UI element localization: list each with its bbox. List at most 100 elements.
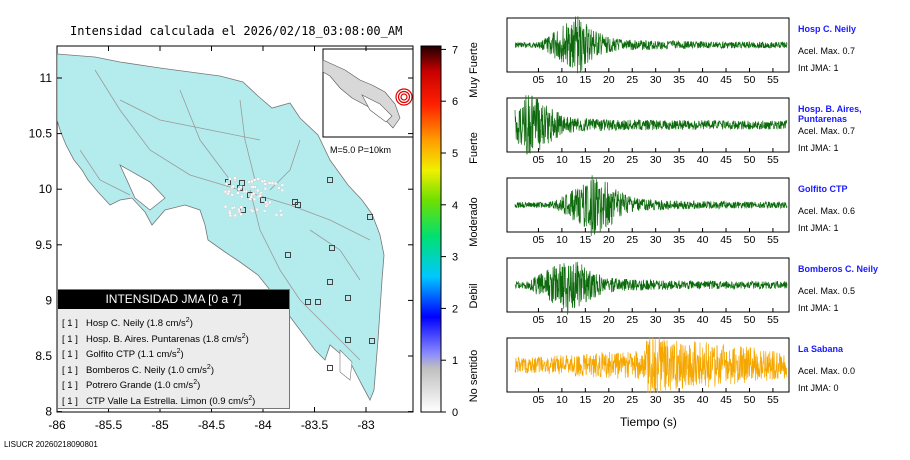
legend-item-text: Potrero Grande (1.0 cm/s [86, 380, 194, 392]
legend-item-level: [ 1 ] [62, 395, 78, 407]
colorbar-category-label: Moderado [468, 197, 480, 247]
waveform-trace [514, 95, 788, 155]
colorbar-tick-label: 2 [452, 303, 458, 315]
legend-item-text: Golfito CTP (1.1 cm/s [86, 349, 177, 361]
map-x-tick-label: -83 [357, 418, 375, 432]
map-title: Intensidad calculada el 2026/02/18_03:08… [70, 24, 403, 38]
station-dot [265, 202, 269, 207]
time-tick-label: 25 [626, 314, 638, 326]
trace-station-name: Hosp. B. Aires, Puntarenas [798, 104, 862, 124]
time-tick-label: 40 [697, 154, 709, 166]
station-square[interactable] [295, 202, 301, 208]
station-square[interactable] [369, 338, 375, 344]
time-tick-label: 40 [697, 74, 709, 86]
waveform-panel: 05 10 15 20 25 30 35 40 45 50 55 [506, 175, 790, 246]
time-tick-label: 20 [603, 314, 615, 326]
station-dot [242, 190, 246, 194]
time-axis-label: Tiempo (s) [620, 415, 677, 429]
map-y-tick-label: 8.5 [35, 349, 52, 363]
time-tick-label: 10 [556, 314, 568, 326]
station-square[interactable] [367, 214, 373, 220]
waveform-panel: 05 10 15 20 25 30 35 40 45 50 55 [506, 336, 790, 406]
station-square[interactable] [327, 279, 333, 285]
station-dot [270, 181, 274, 185]
station-dot [239, 205, 243, 209]
station-dot [237, 208, 241, 212]
station-dot [250, 179, 254, 183]
legend-item-level: [ 1 ] [62, 380, 78, 392]
time-tick-label: 15 [580, 314, 592, 326]
legend-item-close: ) [252, 395, 256, 407]
legend-item-sup: 2 [248, 394, 253, 402]
station-dot [239, 185, 243, 189]
station-dot [280, 188, 284, 192]
station-dot [227, 189, 231, 194]
map-x-tick-label: -85 [151, 418, 169, 432]
trace-max-accel: Acel. Max. 0.6 [798, 206, 856, 216]
legend-item: [ 1 ] Bomberos C. Neily (1.0 cm/s2) [58, 360, 289, 376]
legend-item-text: Hosp C. Neily (1.8 cm/s [86, 318, 186, 330]
time-tick-label: 05 [533, 314, 545, 326]
time-tick-label: 15 [580, 154, 592, 166]
legend-item: [ 1 ] CTP Valle La Estrella. Limon (0.9 c… [58, 391, 289, 407]
waveform-trace [514, 336, 788, 393]
legend-item-sup: 2 [241, 332, 246, 340]
map-y-tick-label: 9 [45, 293, 52, 307]
map-y-tick-label: 10.5 [29, 127, 53, 141]
legend-item-level: [ 1 ] [62, 318, 78, 330]
colorbar-tick-label: 4 [452, 200, 458, 212]
map-x-tick-label: -83.5 [301, 418, 329, 432]
station-dot [228, 214, 232, 218]
station-markers [223, 176, 375, 371]
time-tick-label: 30 [650, 314, 662, 326]
time-tick-label: 45 [720, 314, 732, 326]
station-dot [263, 209, 267, 213]
time-tick-label: 05 [533, 394, 545, 406]
time-tick-label: 55 [767, 394, 779, 406]
map-y-tick-label: 11 [40, 71, 53, 85]
trace-max-accel: Acel. Max. 0.7 [798, 126, 856, 136]
colorbar-category-label: Muy Fuerte [468, 42, 480, 98]
legend-item-close: ) [180, 349, 184, 361]
station-square[interactable] [345, 337, 351, 343]
station-dot [256, 177, 260, 181]
time-tick-label: 05 [533, 154, 545, 166]
time-tick-label: 05 [533, 234, 545, 246]
time-tick-label: 40 [697, 234, 709, 246]
station-square[interactable] [305, 299, 311, 305]
time-tick-label: 40 [697, 394, 709, 406]
station-square[interactable] [315, 299, 321, 305]
station-dot [268, 181, 272, 185]
legend-item-sup: 2 [206, 363, 211, 371]
time-tick-label: 35 [673, 314, 685, 326]
map-x-tick-label: -86 [48, 418, 66, 432]
time-tick-label: 30 [650, 234, 662, 246]
legend-item-sup: 2 [176, 348, 181, 355]
time-tick-label: 35 [673, 74, 685, 86]
station-square[interactable] [285, 252, 291, 258]
legend-item-text: CTP Valle La Estrella. Limon (0.9 cm/s [86, 395, 249, 407]
legend-item: [ 1 ] Hosp C. Neily (1.8 cm/s2) [58, 313, 289, 329]
station-square[interactable] [260, 197, 266, 203]
legend-item-close: ) [197, 380, 201, 392]
waveform-panels: 05 10 15 20 25 30 35 40 45 50 55 05 10 15 20 25 30 35 40 45… [506, 16, 790, 406]
colorbar-tick-label: 3 [452, 252, 458, 264]
time-tick-label: 50 [744, 314, 756, 326]
time-tick-label: 55 [767, 74, 779, 86]
station-dot [274, 181, 278, 186]
legend-item: [ 1 ] Potrero Grande (1.0 cm/s2) [58, 375, 289, 391]
time-tick-label: 15 [580, 234, 592, 246]
station-square[interactable] [329, 245, 335, 251]
colorbar-tick-label: 6 [452, 96, 458, 108]
station-dot [224, 182, 229, 186]
station-square[interactable] [327, 177, 333, 183]
trace-intensity: Int JMA: 1 [798, 303, 839, 313]
legend-item-close: ) [245, 333, 249, 345]
legend-item-close: ) [210, 364, 214, 376]
trace-intensity: Int JMA: 0 [798, 383, 839, 393]
station-square[interactable] [327, 365, 333, 371]
time-tick-label: 30 [650, 154, 662, 166]
colorbar-tick-label: 0 [452, 407, 458, 419]
station-dot [277, 186, 281, 190]
station-square[interactable] [345, 295, 351, 301]
